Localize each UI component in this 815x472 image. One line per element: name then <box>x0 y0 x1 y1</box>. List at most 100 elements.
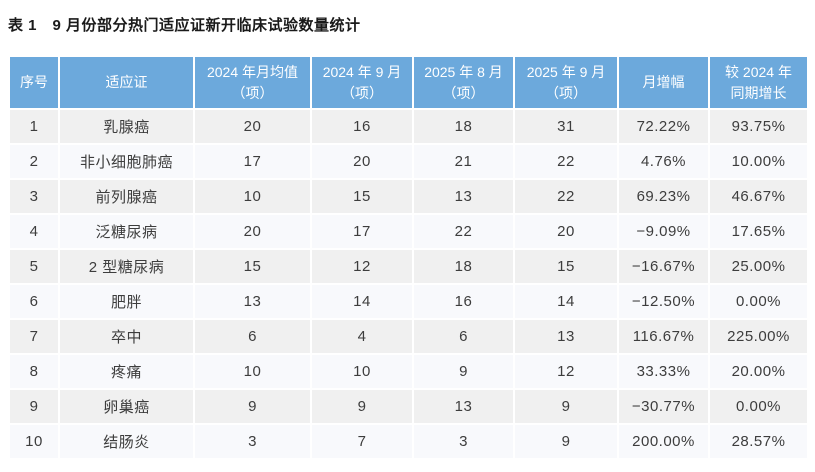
cell-index: 7 <box>8 318 60 355</box>
cell-yoy-growth: 20.00% <box>708 353 809 390</box>
cell-index: 1 <box>8 108 60 145</box>
table-row: 2 非小细胞肺癌 17 20 21 22 4.76% 10.00% <box>8 143 809 180</box>
cell-indication: 乳腺癌 <box>58 108 195 145</box>
table-row: 8 疼痛 10 10 9 12 33.33% 20.00% <box>8 353 809 390</box>
cell-month-growth: 116.67% <box>617 318 710 355</box>
table-row: 1 乳腺癌 20 16 18 31 72.22% 93.75% <box>8 108 809 145</box>
cell-2025-sep: 13 <box>513 318 619 355</box>
cell-2025-sep: 20 <box>513 213 619 250</box>
cell-2025-sep: 14 <box>513 283 619 320</box>
cell-2024-avg: 9 <box>193 388 312 425</box>
header-cell-yoy-growth: 较 2024 年 同期增长 <box>708 55 809 110</box>
cell-2024-sep: 12 <box>310 248 414 285</box>
cell-2024-sep: 10 <box>310 353 414 390</box>
cell-2024-sep: 9 <box>310 388 414 425</box>
header-cell-2025-sep: 2025 年 9 月 （项） <box>513 55 619 110</box>
cell-index: 4 <box>8 213 60 250</box>
cell-yoy-growth: 93.75% <box>708 108 809 145</box>
cell-2024-sep: 20 <box>310 143 414 180</box>
cell-yoy-growth: 28.57% <box>708 423 809 460</box>
cell-2024-sep: 7 <box>310 423 414 460</box>
cell-indication: 肥胖 <box>58 283 195 320</box>
cell-indication: 2 型糖尿病 <box>58 248 195 285</box>
cell-2024-sep: 14 <box>310 283 414 320</box>
cell-month-growth: 200.00% <box>617 423 710 460</box>
cell-month-growth: 69.23% <box>617 178 710 215</box>
cell-index: 8 <box>8 353 60 390</box>
cell-yoy-growth: 0.00% <box>708 388 809 425</box>
cell-index: 9 <box>8 388 60 425</box>
cell-index: 6 <box>8 283 60 320</box>
table-row: 9 卵巢癌 9 9 13 9 −30.77% 0.00% <box>8 388 809 425</box>
table-row: 6 肥胖 13 14 16 14 −12.50% 0.00% <box>8 283 809 320</box>
cell-2025-sep: 22 <box>513 143 619 180</box>
cell-2025-aug: 16 <box>412 283 515 320</box>
cell-month-growth: −16.67% <box>617 248 710 285</box>
cell-2025-aug: 3 <box>412 423 515 460</box>
cell-month-growth: −12.50% <box>617 283 710 320</box>
cell-2025-sep: 9 <box>513 423 619 460</box>
header-cell-2024-monthly-avg: 2024 年月均值 （项） <box>193 55 312 110</box>
cell-2024-sep: 4 <box>310 318 414 355</box>
cell-indication: 疼痛 <box>58 353 195 390</box>
cell-2025-aug: 18 <box>412 248 515 285</box>
header-cell-indication: 适应证 <box>58 55 195 110</box>
cell-index: 10 <box>8 423 60 460</box>
cell-indication: 卒中 <box>58 318 195 355</box>
table-row: 4 泛糖尿病 20 17 22 20 −9.09% 17.65% <box>8 213 809 250</box>
cell-month-growth: −30.77% <box>617 388 710 425</box>
cell-2024-sep: 17 <box>310 213 414 250</box>
cell-yoy-growth: 46.67% <box>708 178 809 215</box>
cell-2024-avg: 15 <box>193 248 312 285</box>
cell-2025-aug: 9 <box>412 353 515 390</box>
cell-2025-aug: 13 <box>412 178 515 215</box>
cell-index: 2 <box>8 143 60 180</box>
header-cell-2025-aug: 2025 年 8 月 （项） <box>412 55 515 110</box>
clinical-trials-table: 序号 适应证 2024 年月均值 （项） 2024 年 9 月 （项） 2025… <box>8 55 809 460</box>
cell-index: 5 <box>8 248 60 285</box>
cell-month-growth: 4.76% <box>617 143 710 180</box>
cell-indication: 前列腺癌 <box>58 178 195 215</box>
cell-yoy-growth: 25.00% <box>708 248 809 285</box>
header-cell-month-growth: 月增幅 <box>617 55 710 110</box>
cell-month-growth: 72.22% <box>617 108 710 145</box>
cell-2025-sep: 15 <box>513 248 619 285</box>
cell-2025-sep: 22 <box>513 178 619 215</box>
cell-2024-avg: 20 <box>193 108 312 145</box>
cell-2024-avg: 3 <box>193 423 312 460</box>
cell-2024-sep: 15 <box>310 178 414 215</box>
cell-indication: 卵巢癌 <box>58 388 195 425</box>
cell-2025-aug: 21 <box>412 143 515 180</box>
table-row: 7 卒中 6 4 6 13 116.67% 225.00% <box>8 318 809 355</box>
cell-2024-avg: 17 <box>193 143 312 180</box>
cell-yoy-growth: 10.00% <box>708 143 809 180</box>
cell-2025-aug: 6 <box>412 318 515 355</box>
cell-yoy-growth: 17.65% <box>708 213 809 250</box>
cell-month-growth: 33.33% <box>617 353 710 390</box>
cell-2025-sep: 9 <box>513 388 619 425</box>
cell-2025-aug: 13 <box>412 388 515 425</box>
cell-2025-aug: 22 <box>412 213 515 250</box>
cell-indication: 泛糖尿病 <box>58 213 195 250</box>
cell-yoy-growth: 225.00% <box>708 318 809 355</box>
cell-indication: 结肠炎 <box>58 423 195 460</box>
cell-2024-sep: 16 <box>310 108 414 145</box>
table-row: 3 前列腺癌 10 15 13 22 69.23% 46.67% <box>8 178 809 215</box>
cell-2024-avg: 10 <box>193 178 312 215</box>
cell-2025-sep: 12 <box>513 353 619 390</box>
cell-2024-avg: 13 <box>193 283 312 320</box>
cell-2025-aug: 18 <box>412 108 515 145</box>
cell-month-growth: −9.09% <box>617 213 710 250</box>
cell-2024-avg: 6 <box>193 318 312 355</box>
header-row: 序号 适应证 2024 年月均值 （项） 2024 年 9 月 （项） 2025… <box>8 55 809 110</box>
cell-yoy-growth: 0.00% <box>708 283 809 320</box>
cell-2025-sep: 31 <box>513 108 619 145</box>
table-row: 5 2 型糖尿病 15 12 18 15 −16.67% 25.00% <box>8 248 809 285</box>
header-cell-2024-sep: 2024 年 9 月 （项） <box>310 55 414 110</box>
table-row: 10 结肠炎 3 7 3 9 200.00% 28.57% <box>8 423 809 460</box>
table-caption: 表 1 9 月份部分热门适应证新开临床试验数量统计 <box>8 17 361 34</box>
cell-indication: 非小细胞肺癌 <box>58 143 195 180</box>
cell-2024-avg: 20 <box>193 213 312 250</box>
cell-index: 3 <box>8 178 60 215</box>
cell-2024-avg: 10 <box>193 353 312 390</box>
